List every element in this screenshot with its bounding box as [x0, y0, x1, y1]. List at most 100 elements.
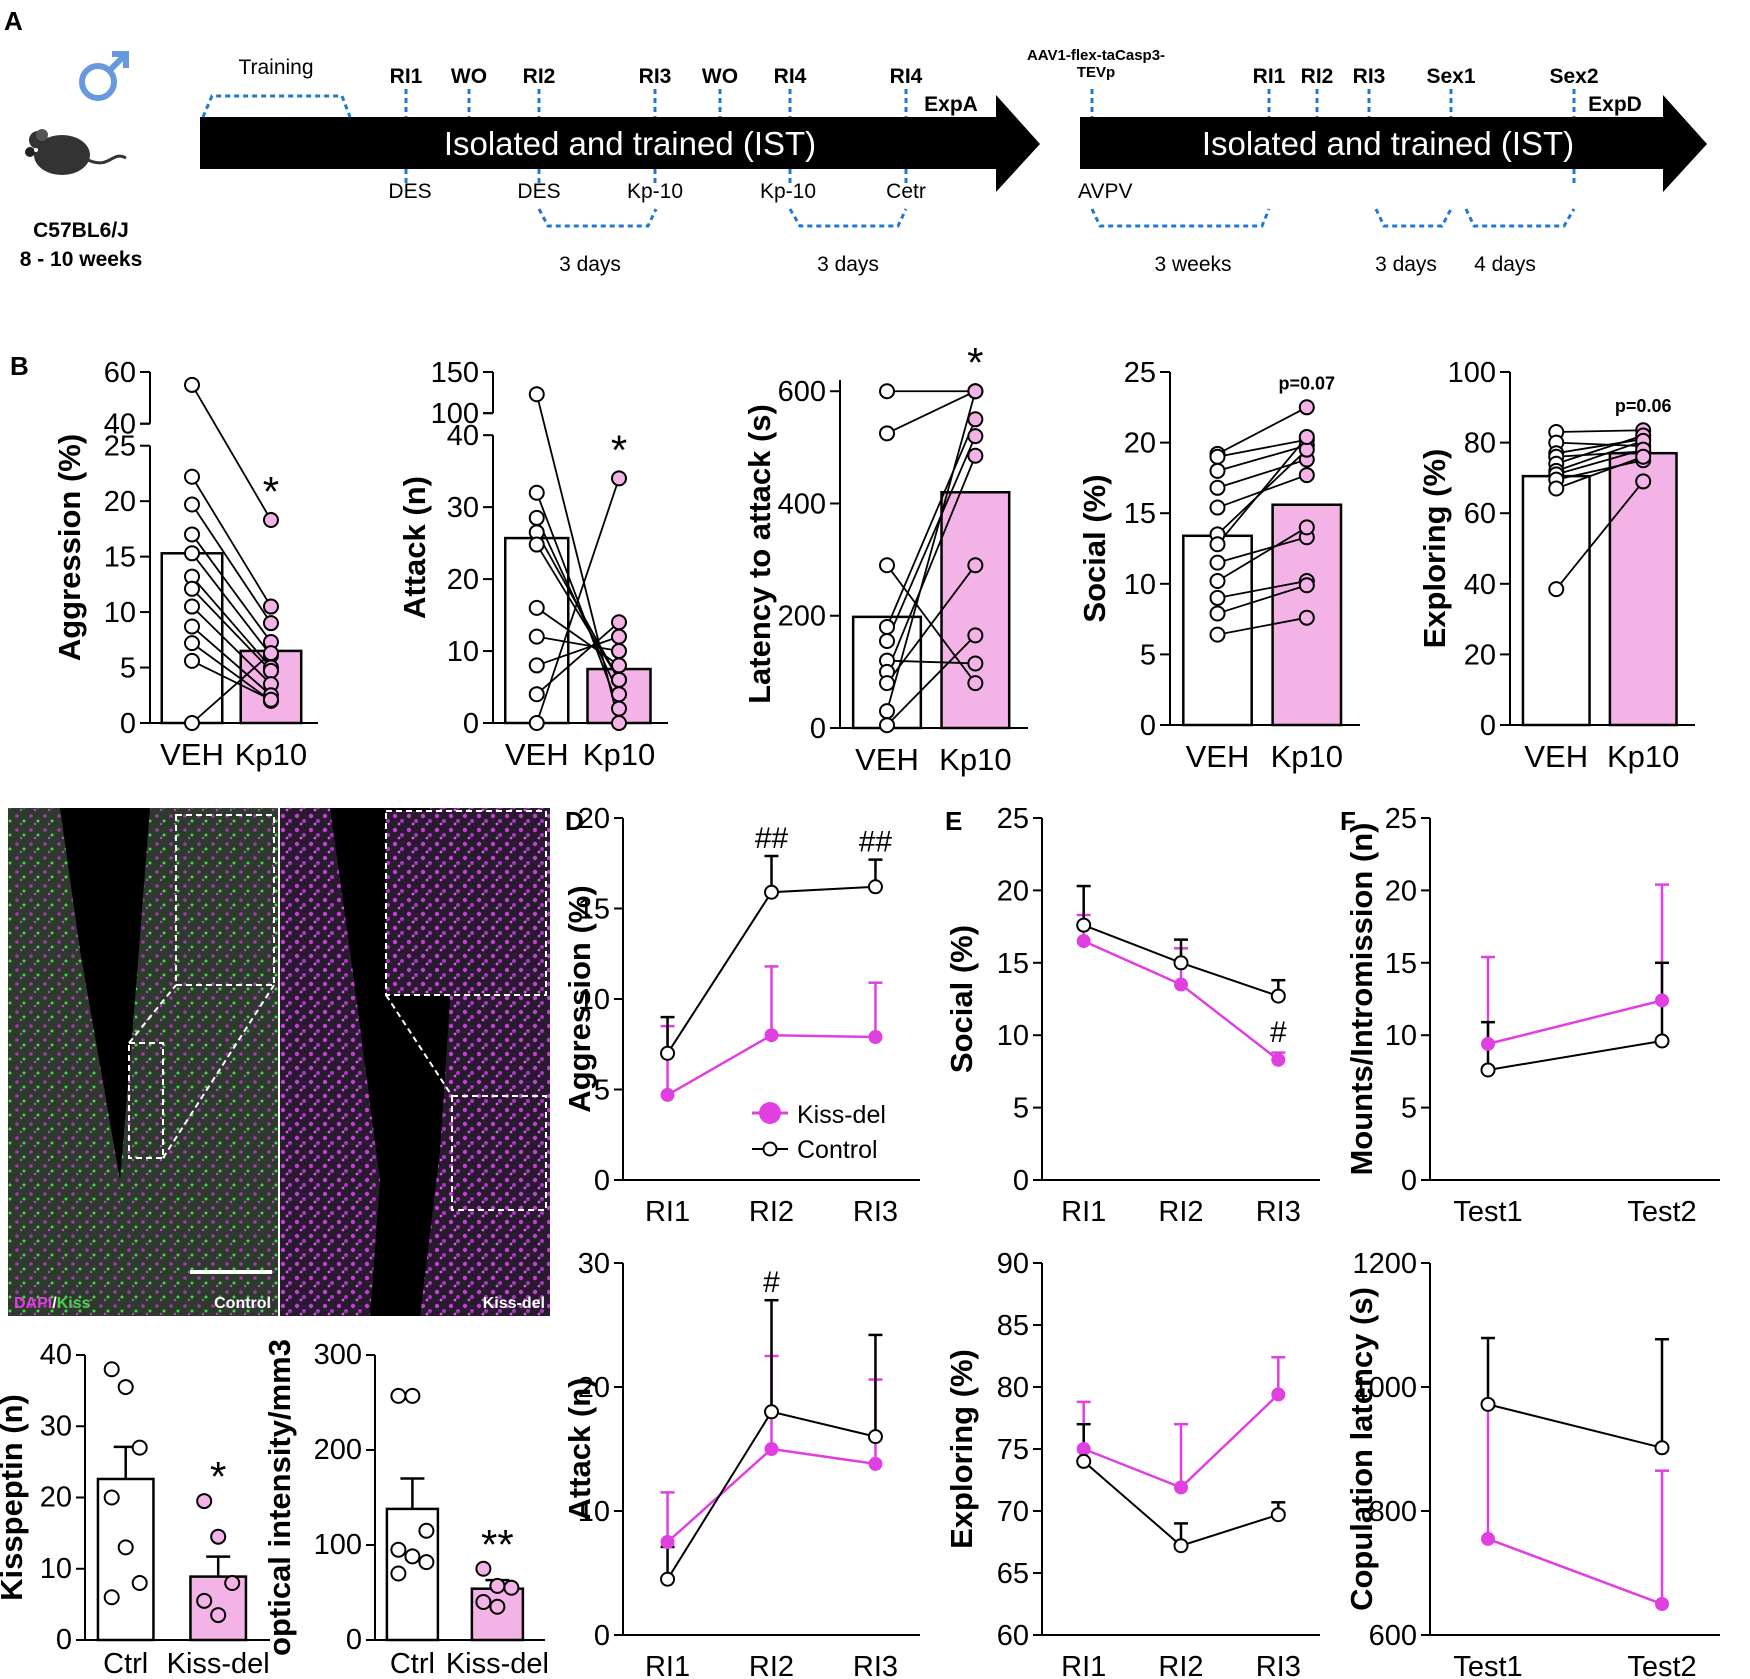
y-tick-label: 15 — [578, 894, 610, 926]
data-point — [103, 1589, 120, 1606]
event-ri1: RI1 — [1253, 65, 1286, 88]
x-tick-label: Kiss-del — [446, 1648, 549, 1679]
duration-3-days: 3 days — [817, 253, 879, 276]
timeline-arrow-1 — [200, 95, 1040, 192]
veh-point — [879, 557, 895, 574]
y-tick-label: 0 — [1013, 1165, 1029, 1197]
paired-line — [191, 503, 272, 624]
y-tick-label: 25 — [997, 803, 1029, 835]
micrograph-kiss-del: Kiss-del — [280, 808, 550, 1316]
y-tick-label: 20 — [1464, 639, 1496, 671]
veh-point — [1209, 536, 1226, 553]
paired-line — [1556, 429, 1644, 433]
timeline-2-ticks — [1090, 89, 1576, 184]
event-ri2: RI2 — [523, 65, 556, 88]
paired-line — [191, 660, 272, 701]
y-tick-label: 400 — [778, 488, 826, 520]
veh-point — [1209, 499, 1226, 516]
treatment-kp10: Kp-10 — [627, 180, 683, 203]
kiss-del-series-line — [1487, 1537, 1663, 1606]
data-point — [117, 1379, 134, 1396]
data-point — [489, 1577, 506, 1594]
y-tick-label: 10 — [447, 636, 479, 668]
y-tick-label: 10 — [1385, 1020, 1417, 1052]
y-tick-label: 10 — [578, 984, 610, 1016]
kp10-point — [967, 655, 984, 672]
paired-line — [886, 418, 977, 628]
x-tick-label: Kp10 — [1607, 739, 1679, 774]
chart-social-e: 0 5 10 15 20 25 Social (%) RI1 RI2 RI3 # — [944, 803, 1320, 1228]
paired-line — [536, 607, 620, 667]
data-point — [418, 1554, 435, 1571]
x-tick-label: RI1 — [645, 1651, 690, 1679]
chart-social-b: 0 5 10 15 20 25 Social (%) VEH Kp10 p=0.07 — [1077, 357, 1360, 774]
paired-line — [1217, 536, 1308, 564]
kp10-point — [967, 627, 984, 644]
y-tick-label: 30 — [40, 1410, 72, 1442]
kp10-point — [1298, 519, 1315, 536]
kiss-del-point — [1271, 1387, 1286, 1402]
control-point — [1270, 988, 1286, 1004]
y-tick-label: 75 — [997, 1434, 1029, 1466]
timeline-1-ticks — [404, 89, 908, 184]
mouse-strain: C57BL6/J — [33, 219, 129, 242]
bar — [940, 491, 1011, 730]
paired-line — [1555, 455, 1644, 490]
paired-line — [886, 435, 977, 642]
arrow-1-label: Isolated and trained (IST) — [444, 125, 816, 162]
legend-control-label: Control — [797, 1136, 878, 1164]
y-axis-label: Copulation latency (s) — [1344, 1287, 1379, 1611]
x-tick-label: VEH — [160, 737, 224, 772]
y-tick-label: 20 — [1124, 428, 1156, 460]
significance-marker: # — [763, 1266, 780, 1299]
data-point — [503, 1579, 520, 1596]
y-tick-label: 15 — [1385, 948, 1417, 980]
veh-point — [184, 526, 200, 543]
kp10-point — [262, 645, 279, 662]
veh-point — [528, 715, 545, 731]
kiss-del-point — [1076, 1442, 1091, 1456]
x-tick-label: RI2 — [1158, 1651, 1203, 1679]
event-sex1: Sex1 — [1426, 65, 1475, 88]
y-axis-label: Attack (n) — [562, 1378, 597, 1521]
kp10-point — [262, 691, 279, 708]
data-point — [210, 1607, 227, 1624]
x-tick-label: Ctrl — [103, 1648, 148, 1679]
y-tick-label: 10 — [997, 1020, 1029, 1052]
treatment-kp10: Kp-10 — [760, 180, 816, 203]
veh-point — [1209, 554, 1226, 571]
data-point — [475, 1560, 492, 1577]
data-point — [390, 1387, 407, 1404]
y-tick-label: 5 — [120, 653, 136, 685]
event-ri4: RI4 — [890, 65, 923, 88]
kp10-point — [611, 686, 627, 703]
kp10-point — [1298, 467, 1315, 484]
y-tick-label: 10 — [104, 597, 136, 629]
control-point — [1480, 1396, 1496, 1412]
veh-point — [1548, 581, 1565, 598]
veh-point — [184, 598, 200, 615]
mouse-age: 8 - 10 weeks — [20, 248, 143, 271]
legend-kiss-del-label: Kiss-del — [797, 1101, 886, 1129]
y-tick-label: 600 — [1369, 1620, 1417, 1652]
x-tick-label: Test2 — [1627, 1196, 1696, 1228]
control-point — [1076, 1453, 1092, 1469]
y-tick-label: 20 — [997, 875, 1029, 907]
significance-marker: ** — [481, 1521, 514, 1568]
panel-b-label: B — [10, 351, 29, 381]
y-tick-label: 5 — [1401, 1093, 1417, 1125]
x-tick-label: RI2 — [749, 1651, 794, 1679]
x-tick-label: RI3 — [853, 1196, 898, 1228]
x-tick-label: Ctrl — [390, 1648, 435, 1679]
arrow-2-label: Isolated and trained (IST) — [1202, 125, 1574, 162]
paired-line — [1556, 438, 1644, 455]
chart-kisspeptin-count: 0 10 20 30 40 Kisspeptin (n) Ctrl Kiss-del * — [0, 1339, 270, 1679]
kp10-point — [1298, 428, 1315, 445]
kp10-point — [611, 614, 627, 631]
kp10-point — [611, 657, 627, 674]
paired-line — [1217, 616, 1307, 636]
paired-line — [1216, 449, 1308, 536]
data-point — [404, 1548, 421, 1565]
significance-marker: * — [611, 426, 627, 473]
event-sex2: Sex2 — [1549, 65, 1598, 88]
